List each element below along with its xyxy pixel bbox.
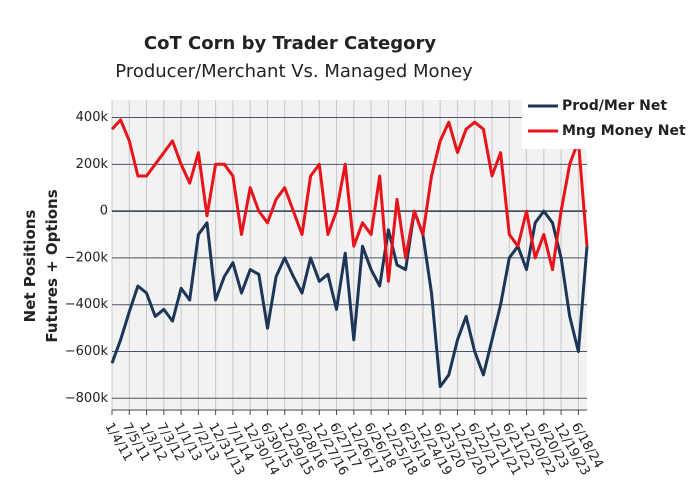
y-tick-label: −600k <box>65 344 109 359</box>
y-axis-title-line: Futures + Options <box>43 189 61 342</box>
chart-subtitle: Producer/Merchant Vs. Managed Money <box>115 61 473 82</box>
y-tick-label: 0 <box>100 204 108 219</box>
plot-background <box>112 100 587 410</box>
series-line <box>110 209 589 389</box>
chart-title: CoT Corn by Trader Category <box>144 33 436 54</box>
legend-label: Prod/Mer Net <box>562 98 667 114</box>
legend-background <box>522 93 698 149</box>
series-line <box>110 118 589 283</box>
y-axis-title-line: Net Positions <box>21 210 39 323</box>
legend-label: Mng Money Net <box>562 123 686 139</box>
y-tick-label: 200k <box>76 157 109 172</box>
y-axis-title: Net Positions Futures + Options <box>21 189 61 342</box>
y-tick-label: −400k <box>65 297 109 312</box>
y-tick-label: −200k <box>65 250 109 265</box>
y-tick-label: −800k <box>65 391 109 406</box>
y-tick-label: 400k <box>76 110 109 125</box>
